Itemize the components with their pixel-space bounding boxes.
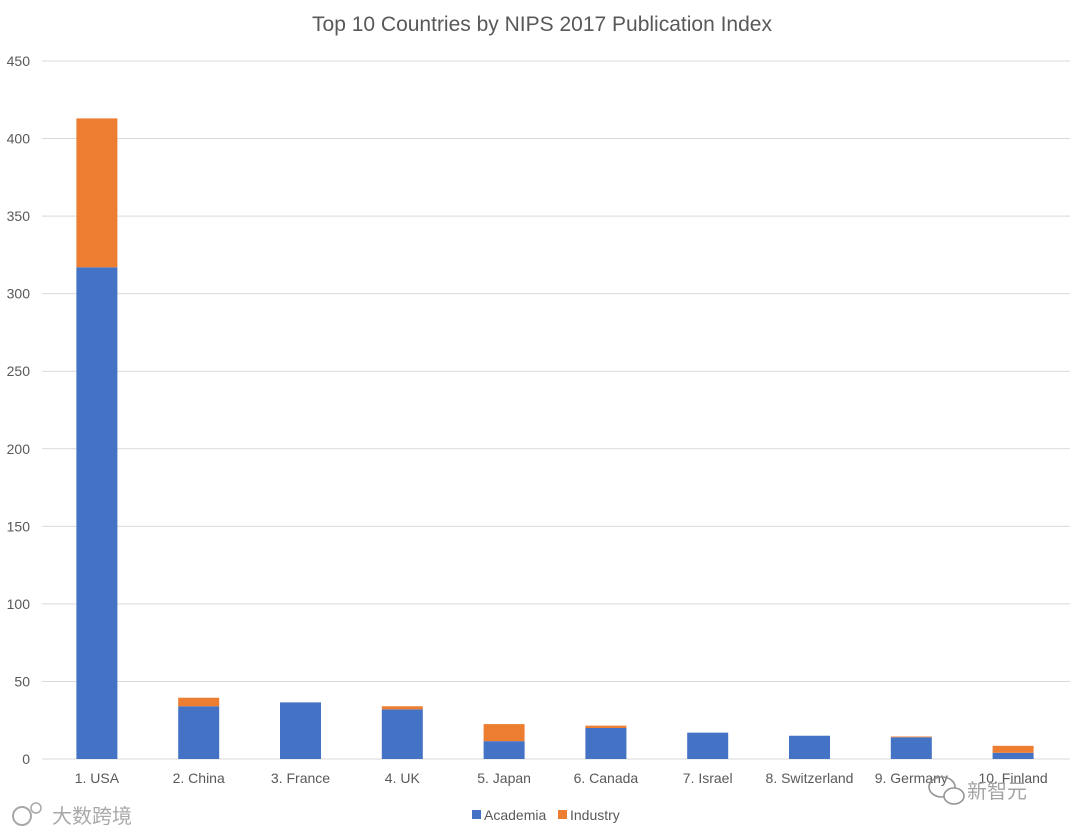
- x-tick-label: 9. Germany: [875, 770, 948, 786]
- legend-swatch-academia: [472, 810, 481, 819]
- legend-label-academia: Academia: [484, 807, 546, 823]
- watermark-right-text: 新智元: [967, 780, 1027, 803]
- x-tick-label: 7. Israel: [683, 770, 733, 786]
- legend-label-industry: Industry: [570, 807, 620, 823]
- bar-industry-2: [178, 697, 220, 707]
- x-tick-label: 4. UK: [385, 770, 421, 786]
- x-tick-label: 8. Switzerland: [766, 770, 854, 786]
- watermark-left: 大数跨境: [12, 802, 132, 828]
- y-tick-label: 250: [7, 363, 31, 379]
- x-tick-label: 10. Finland: [978, 770, 1047, 786]
- bar-academia-9: [890, 737, 932, 759]
- y-tick-label: 350: [7, 208, 31, 224]
- y-tick-label: 200: [7, 441, 31, 457]
- y-tick-label: 150: [7, 518, 31, 534]
- x-tick-label: 2. China: [173, 770, 225, 786]
- y-tick-label: 300: [7, 286, 31, 302]
- x-axis-ticks: 1. USA 2. China 3. France 4. UK 5. Japan 6. C…: [75, 770, 1048, 786]
- bar-industry-6: [585, 725, 627, 728]
- watermark-right: 新智元: [928, 776, 1027, 805]
- x-tick-label: 3. France: [271, 770, 330, 786]
- x-tick-label: 5. Japan: [477, 770, 531, 786]
- bar-academia-3: [280, 702, 321, 759]
- y-axis-ticks: 0 50 100 150 200 250 300 350 400 450: [7, 53, 31, 767]
- wechat-bubble-icon: [943, 787, 965, 805]
- y-tick-label: 400: [7, 131, 31, 147]
- bar-academia-2: [178, 706, 220, 759]
- chart-title: Top 10 Countries by NIPS 2017 Publicatio…: [312, 13, 772, 36]
- legend: Academia Industry: [472, 807, 620, 823]
- bar-industry-1: [76, 118, 118, 268]
- bar-academia-6: [585, 727, 627, 759]
- watermark-logo-icon: [12, 806, 32, 826]
- x-tick-label: 1. USA: [75, 770, 120, 786]
- bar-industry-9: [890, 736, 932, 738]
- y-tick-label: 450: [7, 53, 31, 69]
- bar-academia-5: [483, 741, 525, 759]
- watermark-left-text: 大数跨境: [52, 805, 132, 828]
- gridlines: [42, 60, 1070, 760]
- bar-industry-5: [483, 724, 525, 742]
- wechat-icon: [928, 776, 956, 798]
- bar-academia-8: [789, 735, 830, 759]
- y-tick-label: 0: [22, 751, 30, 767]
- bar-academia-7: [687, 732, 729, 759]
- y-tick-label: 50: [14, 673, 30, 689]
- x-tick-label: 6. Canada: [574, 770, 639, 786]
- watermark-logo-dot-icon: [30, 802, 42, 814]
- bar-academia-10: [992, 752, 1034, 759]
- legend-swatch-industry: [558, 810, 567, 819]
- y-tick-label: 100: [7, 596, 31, 612]
- bar-academia-4: [381, 709, 423, 759]
- bar-industry-4: [381, 706, 423, 710]
- bars: [76, 118, 1034, 759]
- bar-industry-10: [992, 745, 1034, 753]
- bar-academia-1: [76, 267, 118, 759]
